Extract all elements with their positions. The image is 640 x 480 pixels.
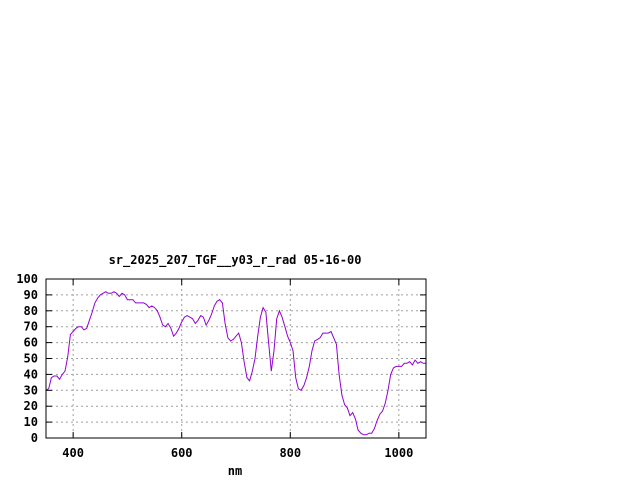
series-layer [45, 291, 426, 436]
y-tick-label: 10 [24, 415, 38, 429]
series-line [45, 291, 426, 436]
x-tick-label: 600 [171, 446, 193, 460]
y-tick-label: 50 [24, 352, 38, 366]
y-tick-label: 70 [24, 320, 38, 334]
x-axis-label: nm [228, 464, 242, 478]
y-tick-label: 30 [24, 383, 38, 397]
x-tick-label: 1000 [384, 446, 413, 460]
y-tick-label: 20 [24, 399, 38, 413]
x-tick-label: 800 [279, 446, 301, 460]
x-tick-label: 400 [62, 446, 84, 460]
y-tick-label: 60 [24, 336, 38, 350]
chart-title: sr_2025_207_TGF__y03_r_rad 05-16-00 [109, 253, 362, 268]
grid-lines [46, 279, 426, 438]
y-tick-label: 90 [24, 288, 38, 302]
y-tick-label: 40 [24, 367, 38, 381]
y-tick-label: 80 [24, 304, 38, 318]
y-tick-label: 0 [31, 431, 38, 445]
y-tick-label: 100 [16, 272, 38, 286]
tick-marks [46, 278, 426, 439]
